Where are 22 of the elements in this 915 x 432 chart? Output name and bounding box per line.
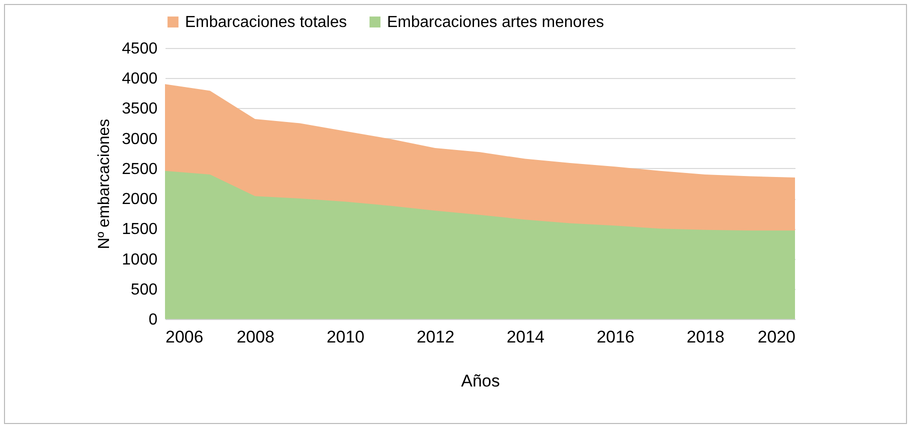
x-tick-label: 2010 [326, 328, 364, 346]
x-axis-title: Años [461, 372, 500, 390]
x-tick-label: 2006 [166, 328, 204, 346]
x-tick-label: 2008 [236, 328, 274, 346]
y-tick-label: 2500 [122, 160, 158, 178]
x-tick-label: 2014 [506, 328, 544, 346]
legend-label: Embarcaciones totales [185, 14, 347, 31]
x-tick-label: 2018 [686, 328, 724, 346]
y-tick-label: 1500 [122, 221, 158, 238]
y-tick-label: 1000 [122, 251, 158, 268]
x-tick-label: 2012 [416, 328, 454, 346]
y-tick-label: 4500 [122, 40, 158, 58]
y-tick-label: 500 [130, 281, 158, 298]
y-tick-label: 2000 [122, 191, 158, 208]
y-tick-label: 3000 [122, 130, 158, 148]
y-tick-label: 0 [148, 312, 158, 328]
x-tick-label: 2020 [758, 328, 796, 346]
x-tick-label: 2016 [596, 328, 634, 346]
y-axis-title: Nº embarcaciones [96, 118, 113, 250]
y-tick-label: 3500 [122, 100, 158, 118]
y-tick-label: 4000 [122, 70, 158, 88]
legend-label: Embarcaciones artes menores [387, 14, 604, 31]
